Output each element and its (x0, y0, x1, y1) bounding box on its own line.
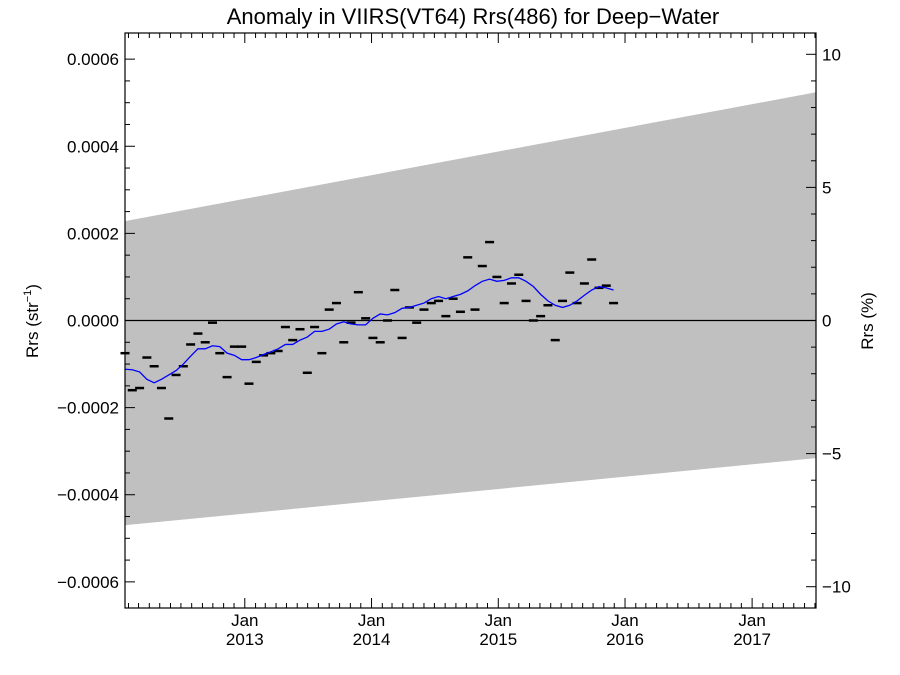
x-tick-year-label: 2017 (733, 630, 771, 649)
right-tick-label: −5 (822, 445, 841, 464)
left-tick-label: 0.0000 (67, 312, 119, 331)
right-y-axis: 10 5 0 −5 −10 (806, 45, 851, 597)
x-tick-year-label: 2014 (353, 630, 391, 649)
right-tick-label: −10 (822, 578, 851, 597)
left-tick-label: −0.0002 (57, 399, 119, 418)
x-tick-month-label: Jan (738, 611, 765, 630)
x-tick-month-label: Jan (485, 611, 512, 630)
x-tick-month-label: Jan (358, 611, 385, 630)
left-y-axis-label-close: ) (23, 284, 42, 290)
smoothed-anomaly-line (124, 277, 614, 384)
right-tick-label: 0 (822, 312, 831, 331)
plot-area (120, 32, 817, 609)
left-tick-label: 0.0006 (67, 50, 119, 69)
left-y-axis-label-exponent: −1 (22, 290, 34, 303)
chart-title: Anomaly in VIIRS(VT64) Rrs(486) for Deep… (227, 4, 720, 29)
uncertainty-band (125, 92, 816, 526)
x-tick-year-label: 2013 (226, 630, 264, 649)
left-tick-label: 0.0002 (67, 224, 119, 243)
left-tick-label: 0.0004 (67, 137, 119, 156)
left-y-axis-label: Rrs (str−1) (22, 284, 42, 358)
x-tick-month-label: Jan (611, 611, 638, 630)
right-tick-label: 10 (822, 45, 841, 64)
x-tick-month-label: Jan (231, 611, 258, 630)
left-tick-label: −0.0004 (57, 486, 119, 505)
x-tick-year-label: 2015 (479, 630, 517, 649)
right-y-axis-label: Rrs (%) (858, 292, 877, 350)
left-y-axis-label-text: Rrs (str (23, 302, 42, 358)
anomaly-marks (120, 240, 619, 420)
left-y-axis: 0.0006 0.0004 0.0002 0.0000 −0.0002 −0.0004 −0… (57, 50, 135, 592)
right-tick-label: 5 (822, 178, 831, 197)
left-tick-label: −0.0006 (57, 573, 119, 592)
x-tick-year-label: 2016 (606, 630, 644, 649)
